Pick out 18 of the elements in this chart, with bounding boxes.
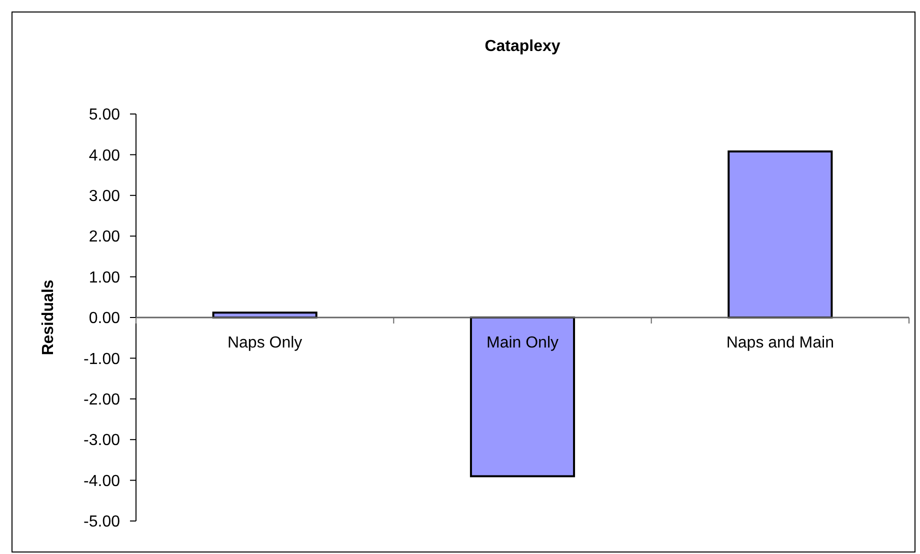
y-tick-label: 3.00 bbox=[88, 188, 120, 205]
chart-title: Cataplexy bbox=[484, 38, 560, 55]
bar bbox=[728, 150, 833, 318]
x-tick-label: Main Only bbox=[486, 334, 559, 352]
y-tick-label: -3.00 bbox=[84, 432, 120, 450]
y-tick-label: 0.00 bbox=[88, 310, 120, 328]
y-axis-title: Residuals bbox=[40, 280, 57, 356]
y-tick-label: -5.00 bbox=[84, 514, 120, 531]
y-tick-label: 4.00 bbox=[88, 147, 120, 164]
y-tick-label: 2.00 bbox=[88, 228, 120, 246]
y-tick-label: 1.00 bbox=[88, 269, 120, 286]
y-tick-label: -1.00 bbox=[84, 350, 120, 368]
y-tick-label: -4.00 bbox=[84, 472, 120, 490]
y-tick-label: -2.00 bbox=[84, 392, 120, 408]
y-tick-label: 5.00 bbox=[88, 106, 120, 124]
x-tick-label: Naps Only bbox=[227, 334, 302, 352]
bar bbox=[470, 316, 576, 478]
x-tick-label: Naps and Main bbox=[726, 334, 834, 352]
